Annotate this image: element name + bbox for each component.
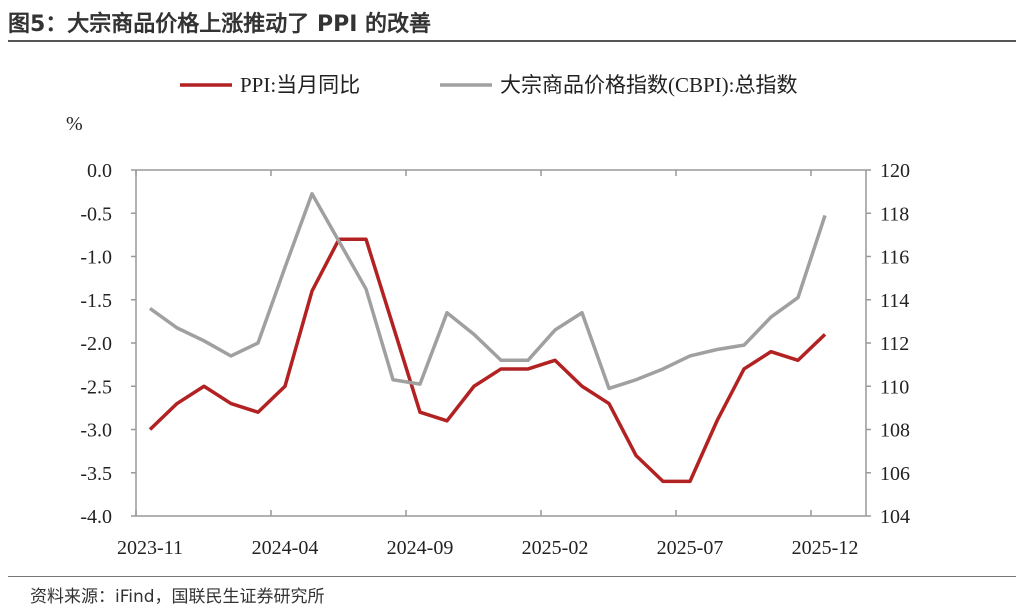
x-tick-label: 2025-07	[657, 537, 724, 559]
series-line-ppi	[148, 237, 827, 484]
right-tick-label: 116	[880, 247, 909, 269]
right-tick-label: 120	[880, 160, 910, 182]
left-tick-label: -1.5	[80, 290, 112, 312]
x-tick-label: 2023-11	[117, 537, 183, 559]
left-tick-label: -1.0	[80, 247, 112, 269]
right-tick-label: 114	[880, 290, 909, 312]
source-divider	[8, 576, 1016, 577]
right-tick-label: 110	[880, 376, 909, 398]
right-tick-label: 106	[880, 463, 910, 485]
series-line-cbpi	[148, 192, 827, 391]
figure-title: 图5：大宗商品价格上涨推动了 PPI 的改善	[8, 12, 432, 37]
x-tick-label: 2024-09	[387, 537, 454, 559]
right-tick-label: 108	[880, 420, 910, 442]
right-tick-label: 112	[880, 333, 909, 355]
legend-label-cbpi: 大宗商品价格指数(CBPI):总指数	[500, 73, 798, 97]
left-tick-label: -4.0	[80, 506, 112, 528]
x-tick-label: 2025-12	[792, 537, 859, 559]
left-tick-label: -2.0	[80, 333, 112, 355]
left-tick-label: 0.0	[87, 160, 112, 182]
right-tick-label: 118	[880, 203, 909, 225]
left-tick-label: -3.0	[80, 420, 112, 442]
x-tick-label: 2024-04	[252, 537, 319, 559]
left-tick-label: -2.5	[80, 376, 112, 398]
title-divider	[8, 40, 1016, 42]
legend-label-ppi: PPI:当月同比	[240, 73, 360, 97]
source-note: 资料来源：iFind，国联民生证券研究所	[30, 587, 325, 607]
right-tick-label: 104	[880, 506, 910, 528]
x-tick-label: 2025-02	[522, 537, 589, 559]
left-tick-label: -0.5	[80, 203, 112, 225]
left-tick-label: -3.5	[80, 463, 112, 485]
left-axis-unit: %	[66, 113, 83, 135]
